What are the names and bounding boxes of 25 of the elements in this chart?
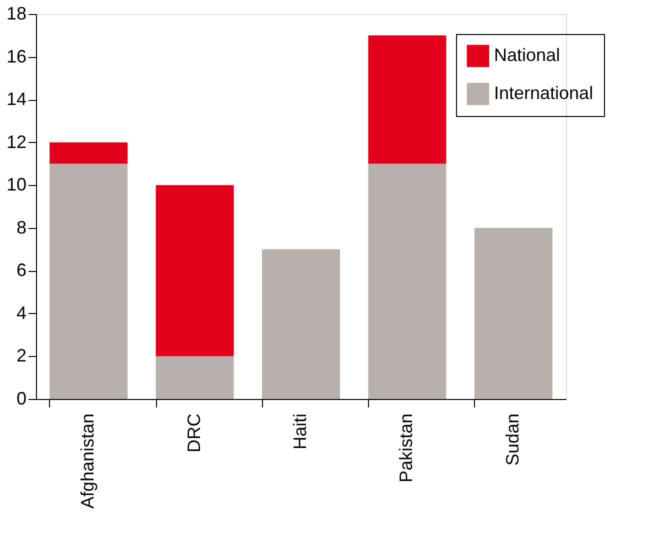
legend-label: National (494, 45, 560, 65)
x-tick-label: Sudan (502, 414, 522, 466)
x-tick-label: Pakistan (396, 414, 416, 483)
x-tick-label: Haiti (290, 414, 310, 450)
y-tick-label: 12 (6, 132, 26, 152)
bar (50, 142, 128, 164)
x-tick-label: DRC (184, 414, 204, 452)
y-tick-label: 6 (16, 260, 26, 280)
y-tick-label: 2 (16, 346, 26, 366)
y-tick-label: 14 (6, 89, 26, 110)
y-tick-label: 10 (6, 174, 26, 195)
y-tick-label: 8 (16, 217, 26, 238)
bar (262, 249, 340, 399)
y-tick-label: 4 (16, 302, 26, 323)
y-tick-label: 16 (6, 46, 26, 66)
y-tick-label: 0 (16, 388, 26, 408)
x-tick-label: Afghanistan (78, 414, 98, 509)
bar (50, 164, 128, 399)
bar (368, 164, 446, 399)
bar (156, 356, 234, 399)
bar (156, 185, 234, 356)
bar (368, 35, 446, 164)
bar (474, 228, 552, 399)
legend-label: International (494, 83, 594, 103)
y-tick-label: 18 (6, 4, 26, 24)
